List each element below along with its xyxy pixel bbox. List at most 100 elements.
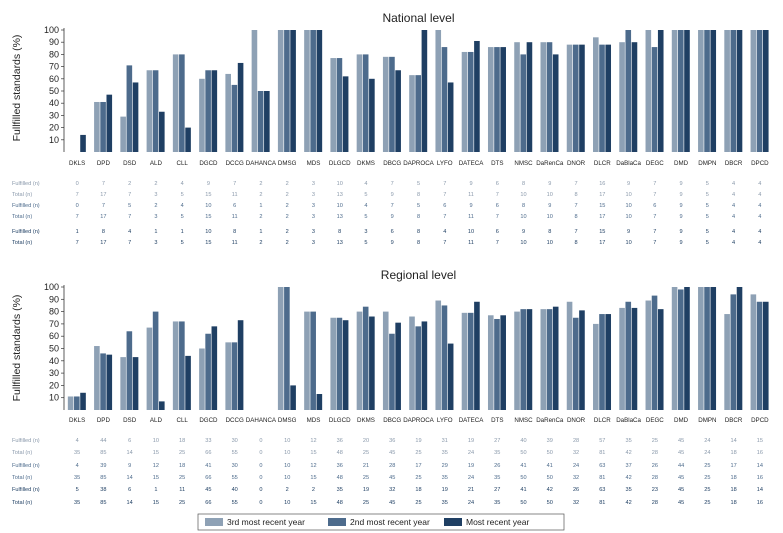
bar-DLGCD-series-2	[342, 76, 349, 152]
bar-DCCG-series-2	[237, 62, 244, 152]
bar-ALD-series-1	[152, 70, 159, 152]
category-label: DEGC	[646, 160, 664, 167]
table-cell: 10	[468, 229, 474, 235]
table-cell: 7	[443, 181, 446, 187]
table-cell: 85	[100, 475, 106, 481]
table-cell: 11	[468, 214, 474, 220]
table-row-label: Total (n)	[12, 192, 32, 198]
table-cell: 45	[389, 475, 395, 481]
bar-DMD-series-1	[677, 30, 684, 152]
table-cell: 15	[599, 229, 605, 235]
table-cell: 18	[730, 500, 736, 506]
bar-DBCR-series-0	[724, 314, 730, 410]
bar-DATECA-series-2	[474, 301, 480, 410]
table-cell: 12	[310, 438, 316, 444]
table-cell: 28	[389, 463, 395, 469]
category-label: DATECA	[459, 417, 485, 424]
table-cell: 5	[76, 487, 79, 493]
table-cell: 35	[625, 487, 631, 493]
table-cell: 27	[494, 438, 500, 444]
bar-DNOR-series-0	[566, 301, 573, 410]
bar-DaBlaCa-series-0	[619, 42, 625, 153]
table-cell: 21	[363, 463, 369, 469]
table-cell: 29	[442, 463, 448, 469]
table-cell: 44	[678, 463, 684, 469]
bar-DTS-series-2	[500, 47, 506, 152]
category-label: DBCG	[383, 160, 401, 167]
bar-DATECA-series-1	[467, 51, 474, 152]
table-cell: 50	[520, 475, 526, 481]
table-cell: 50	[547, 475, 553, 481]
table-cell: 5	[706, 214, 709, 220]
bar-DEGC-series-1	[651, 295, 658, 410]
table-cell: 16	[599, 181, 605, 187]
table-cell: 7	[653, 192, 656, 198]
table-cell: 10	[284, 450, 290, 456]
y-tick-label: 30	[49, 368, 59, 378]
table-cell: 17	[599, 240, 605, 246]
table-cell: 81	[599, 450, 605, 456]
bar-DKMS-series-2	[369, 316, 375, 410]
bar-DGCD-series-0	[199, 78, 205, 152]
bar-DLCR-series-2	[605, 314, 612, 410]
bar-DTS-series-1	[494, 318, 500, 410]
table-cell: 9	[391, 214, 394, 220]
table-cell: 15	[205, 192, 211, 198]
bar-DGCD-series-1	[205, 70, 211, 152]
bar-DMPN-series-2	[710, 30, 717, 152]
category-label: ALD	[150, 160, 163, 167]
bar-ALD-series-0	[146, 327, 153, 410]
y-tick-label: 100	[44, 25, 59, 35]
table-cell: 35	[442, 500, 448, 506]
y-tick-label: 50	[49, 86, 59, 96]
bar-DBCG-series-0	[382, 311, 389, 410]
bar-DBCG-series-0	[382, 56, 389, 153]
table-cell: 25	[363, 450, 369, 456]
table-cell: 19	[415, 438, 421, 444]
table-row-label: Fulfilled (n)	[12, 438, 40, 444]
table-cell: 36	[389, 438, 395, 444]
bar-DaBlaCa-series-1	[625, 301, 632, 410]
bar-DMD-series-0	[671, 287, 678, 410]
y-tick-label: 90	[49, 37, 59, 47]
table-cell: 42	[547, 487, 553, 493]
table-cell: 14	[127, 500, 133, 506]
table-cell: 4	[732, 214, 735, 220]
bar-ALD-series-0	[146, 70, 153, 152]
bar-CLL-series-0	[172, 54, 179, 152]
table-cell: 10	[625, 214, 631, 220]
bar-DMD-series-0	[671, 30, 678, 152]
category-label: ALD	[150, 417, 163, 424]
table-cell: 10	[547, 240, 553, 246]
bar-DLGCD-series-1	[336, 317, 343, 410]
table-cell: 9	[469, 181, 472, 187]
table-cell: 3	[154, 240, 157, 246]
bar-DTS-series-2	[500, 315, 506, 410]
bar-DMD-series-2	[684, 287, 690, 410]
table-cell: 85	[100, 450, 106, 456]
table-cell: 16	[757, 500, 763, 506]
table-cell: 35	[442, 450, 448, 456]
table-cell: 45	[389, 500, 395, 506]
bar-DMSG-series-1	[284, 287, 290, 410]
table-cell: 25	[415, 450, 421, 456]
table-cell: 10	[284, 475, 290, 481]
table-cell: 17	[599, 192, 605, 198]
table-cell: 15	[153, 475, 159, 481]
category-label: NMSC	[514, 160, 533, 167]
category-label: MDS	[307, 160, 321, 167]
table-cell: 2	[286, 192, 289, 198]
bar-DMD-series-1	[677, 289, 684, 410]
bar-MDS-series-1	[310, 30, 316, 152]
bar-NMSC-series-1	[520, 309, 527, 410]
category-label: DLGCD	[329, 417, 351, 424]
table-cell: 2	[128, 181, 131, 187]
table-cell: 8	[548, 229, 551, 235]
table-cell: 9	[207, 181, 210, 187]
bar-DPCD-series-0	[750, 294, 757, 410]
table-cell: 2	[286, 240, 289, 246]
category-label: DMSG	[278, 160, 297, 167]
table-cell: 18	[730, 450, 736, 456]
table-cell: 5	[181, 214, 184, 220]
